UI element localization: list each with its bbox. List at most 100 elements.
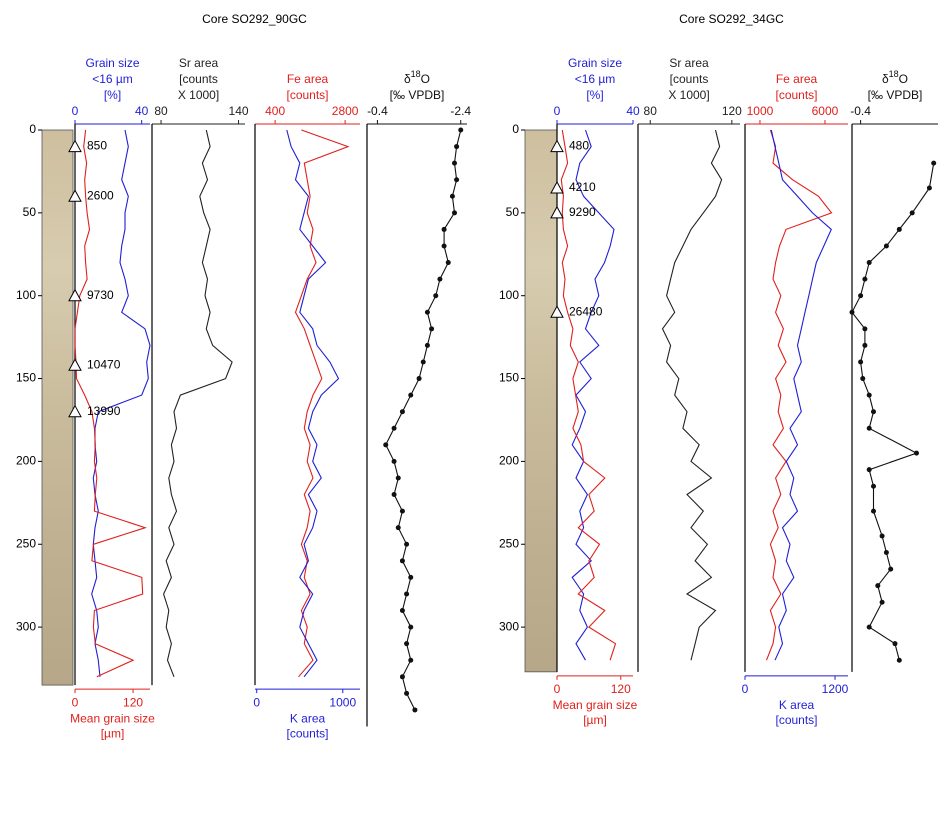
x-tick-label: 140 bbox=[229, 104, 249, 118]
core-image bbox=[525, 130, 557, 672]
axis-label: X 1000] bbox=[668, 88, 709, 102]
age-label: 4210 bbox=[569, 180, 596, 194]
axis-label: [counts] bbox=[286, 88, 328, 102]
series-point bbox=[408, 625, 413, 630]
axis-label: [%] bbox=[586, 88, 603, 102]
series-point bbox=[452, 161, 457, 166]
series-point bbox=[860, 376, 865, 381]
series-point bbox=[452, 210, 457, 215]
figure: Core SO292_90GCGrain size<16 µm[%]040012… bbox=[0, 0, 942, 828]
series-point bbox=[850, 310, 855, 315]
axis-label: Sr area bbox=[179, 56, 219, 70]
y-tick-label: 50 bbox=[23, 205, 37, 219]
series-point bbox=[867, 467, 872, 472]
series-point bbox=[429, 326, 434, 331]
y-tick-label: 100 bbox=[16, 288, 36, 302]
axis-label: K area bbox=[779, 698, 815, 712]
series-point bbox=[400, 409, 405, 414]
series-point bbox=[421, 359, 426, 364]
age-label: 480 bbox=[569, 139, 589, 153]
series-point bbox=[862, 277, 867, 282]
series-point bbox=[392, 459, 397, 464]
axis-label: [‰ VPDB] bbox=[390, 88, 445, 102]
series-line bbox=[296, 130, 349, 677]
series-point bbox=[425, 343, 430, 348]
y-tick-label: 300 bbox=[16, 619, 36, 633]
series-point bbox=[396, 525, 401, 530]
series-point bbox=[458, 128, 463, 133]
series-point bbox=[408, 575, 413, 580]
series-line bbox=[663, 130, 722, 660]
series-point bbox=[867, 426, 872, 431]
series-point bbox=[400, 674, 405, 679]
series-point bbox=[862, 343, 867, 348]
x-tick-label: 80 bbox=[154, 104, 168, 118]
axis-label: <16 µm bbox=[575, 72, 616, 86]
axis-label: [‰ VPDB] bbox=[868, 88, 923, 102]
series-point bbox=[931, 161, 936, 166]
series-point bbox=[404, 542, 409, 547]
series-line bbox=[164, 130, 233, 677]
axis-label: [%] bbox=[104, 88, 121, 102]
series-line bbox=[767, 130, 832, 660]
x-tick-label: 0 bbox=[554, 104, 561, 118]
axis-label: [counts bbox=[179, 72, 218, 86]
age-label: 13990 bbox=[87, 404, 121, 418]
series-point bbox=[400, 509, 405, 514]
series-point bbox=[897, 658, 902, 663]
x2-tick-label: 120 bbox=[123, 695, 143, 709]
x-tick-label: 2800 bbox=[332, 104, 359, 118]
series-point bbox=[862, 326, 867, 331]
axis-label: X 1000] bbox=[178, 88, 219, 102]
series-point bbox=[858, 359, 863, 364]
series-point bbox=[404, 641, 409, 646]
series-point bbox=[392, 426, 397, 431]
x-tick-label: 80 bbox=[644, 104, 658, 118]
x-tick-label: 0 bbox=[72, 104, 79, 118]
axis-label: [counts] bbox=[286, 726, 328, 740]
axis-label-part: O bbox=[899, 72, 908, 86]
axis-label: Sr area bbox=[669, 56, 709, 70]
series-point bbox=[867, 393, 872, 398]
core-title: Core SO292_34GC bbox=[679, 12, 784, 26]
x-tick-label: 40 bbox=[626, 104, 640, 118]
series-point bbox=[927, 185, 932, 190]
series-line bbox=[287, 130, 339, 677]
axis-label: [µm] bbox=[101, 726, 125, 740]
axis-label: [counts] bbox=[775, 88, 817, 102]
series-point bbox=[893, 641, 898, 646]
axis-label: [counts bbox=[670, 72, 709, 86]
x-tick-label: -2.4 bbox=[450, 104, 471, 118]
series-point bbox=[392, 492, 397, 497]
y-tick-label: 150 bbox=[499, 371, 519, 385]
y-tick-label: 250 bbox=[499, 536, 519, 550]
axis-label: Grain size bbox=[85, 56, 139, 70]
series-point bbox=[450, 194, 455, 199]
x-tick-label: 6000 bbox=[812, 104, 839, 118]
series-point bbox=[858, 293, 863, 298]
x-tick-label: -0.4 bbox=[850, 104, 871, 118]
axis-label: Mean grain size bbox=[70, 711, 155, 725]
series-point bbox=[400, 608, 405, 613]
series-point bbox=[871, 484, 876, 489]
series-point bbox=[396, 475, 401, 480]
series-point bbox=[884, 550, 889, 555]
axis-label: Fe area bbox=[287, 72, 329, 86]
series-point bbox=[888, 567, 893, 572]
series-point bbox=[871, 509, 876, 514]
x2-tick-label: 1200 bbox=[822, 682, 849, 696]
y-tick-label: 100 bbox=[499, 288, 519, 302]
axis-label: δ18O bbox=[882, 69, 908, 86]
series-line bbox=[852, 163, 934, 660]
age-label: 2600 bbox=[87, 188, 114, 202]
x2-tick-label: 120 bbox=[611, 682, 631, 696]
x-tick-label: 400 bbox=[265, 104, 285, 118]
series-point bbox=[446, 260, 451, 265]
series-point bbox=[437, 277, 442, 282]
core-title: Core SO292_90GC bbox=[202, 12, 307, 26]
series-point bbox=[433, 293, 438, 298]
axis-label: K area bbox=[290, 711, 326, 725]
series-point bbox=[914, 451, 919, 456]
y-tick-label: 50 bbox=[506, 205, 520, 219]
axis-label: [µm] bbox=[583, 713, 607, 727]
